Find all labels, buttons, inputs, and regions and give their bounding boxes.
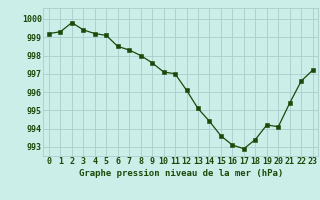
X-axis label: Graphe pression niveau de la mer (hPa): Graphe pression niveau de la mer (hPa) <box>79 169 283 178</box>
